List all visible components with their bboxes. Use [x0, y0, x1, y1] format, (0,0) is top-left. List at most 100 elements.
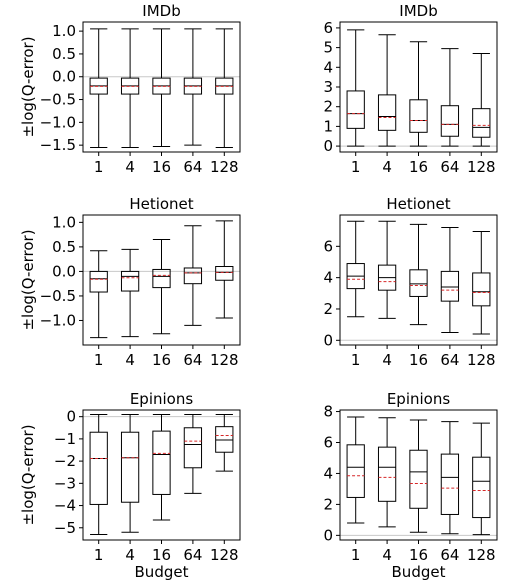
y-tick-label: −0.5: [40, 287, 76, 305]
box-64: [183, 413, 203, 494]
iqr-box: [89, 270, 108, 293]
x-tick-label: 64: [183, 351, 202, 369]
box-4: [377, 34, 397, 147]
iqr-box: [472, 456, 491, 519]
x-tick-label: 16: [409, 158, 428, 176]
iqr-box: [152, 268, 171, 289]
x-tick-label: 64: [440, 546, 459, 564]
box-16: [152, 413, 171, 521]
box-128: [472, 53, 491, 147]
x-tick-label: 128: [467, 546, 496, 564]
x-tick-label: 16: [152, 351, 171, 369]
box-64: [440, 421, 460, 535]
box-4: [377, 220, 397, 319]
x-tick-label: 128: [467, 158, 496, 176]
y-tick-label: 6: [323, 237, 333, 255]
x-tick-label: 4: [125, 351, 135, 369]
chart-panel-4: 0 2 4 6 1 4 16 64 128 Hetionet: [323, 195, 498, 369]
iqr-box: [440, 105, 460, 137]
y-tick-label: −4: [54, 497, 76, 515]
box-1: [346, 220, 365, 318]
y-axis-label: ±log(Q-error): [19, 424, 37, 525]
x-tick-label: 4: [382, 351, 392, 369]
y-tick-label: 6: [323, 434, 333, 452]
x-tick-label: 64: [183, 158, 202, 176]
y-tick-label: 0: [323, 137, 333, 155]
iqr-box: [377, 446, 397, 502]
iqr-box: [409, 269, 428, 297]
box-64: [183, 225, 203, 326]
iqr-box: [409, 449, 428, 509]
iqr-box: [472, 272, 491, 307]
box-16: [409, 223, 428, 326]
iqr-box: [346, 90, 365, 129]
x-tick-label: 4: [125, 546, 135, 564]
box-64: [440, 48, 460, 147]
x-tick-label: 64: [440, 351, 459, 369]
box-16: [152, 239, 171, 335]
box-128: [215, 28, 234, 148]
y-tick-label: 8: [323, 403, 333, 421]
iqr-box: [440, 453, 460, 515]
y-tick-label: −1: [54, 430, 76, 448]
chart-title: IMDb: [399, 2, 437, 20]
x-tick-label: 4: [382, 546, 392, 564]
y-tick-label: 2: [323, 300, 333, 318]
x-tick-label: 128: [210, 351, 239, 369]
iqr-box: [183, 427, 203, 469]
box-1: [346, 29, 365, 147]
y-tick-label: 0.0: [52, 262, 76, 280]
y-tick-label: 0: [323, 526, 333, 544]
x-tick-label: 64: [183, 546, 202, 564]
chart-title: Hetionet: [386, 195, 450, 213]
iqr-box: [183, 267, 203, 285]
box-64: [440, 227, 460, 333]
y-tick-label: −1.0: [40, 113, 76, 131]
iqr-box: [215, 266, 234, 281]
x-tick-label: 16: [409, 351, 428, 369]
iqr-box: [440, 270, 460, 302]
y-axis-label: ±log(Q-error): [19, 229, 37, 330]
box-4: [120, 28, 140, 148]
x-tick-label: 16: [152, 546, 171, 564]
iqr-box: [346, 444, 365, 498]
x-tick-label: 1: [94, 158, 104, 176]
x-tick-label: 1: [94, 351, 104, 369]
chart-title: Epinions: [130, 390, 194, 408]
chart-panel-6: 0 2 4 6 8 1 4 16 64 128 Epinions Budget: [323, 390, 498, 581]
y-tick-label: 1.0: [52, 22, 76, 40]
y-tick-label: 0.5: [52, 45, 76, 63]
box-128: [215, 220, 234, 319]
x-tick-label: 1: [94, 546, 104, 564]
box-16: [409, 419, 428, 533]
y-tick-label: −1.5: [40, 136, 76, 154]
y-axis-label: ±log(Q-error): [19, 36, 37, 137]
box-1: [89, 28, 108, 148]
x-tick-label: 16: [409, 546, 428, 564]
box-1: [346, 416, 365, 524]
iqr-box: [89, 431, 108, 505]
x-tick-label: 128: [210, 158, 239, 176]
box-16: [152, 28, 171, 148]
iqr-box: [120, 270, 140, 292]
iqr-box: [409, 99, 428, 133]
y-tick-label: −3: [54, 474, 76, 492]
box-16: [409, 41, 428, 147]
x-tick-label: 64: [440, 158, 459, 176]
chart-title: Hetionet: [129, 195, 193, 213]
x-axis-label: Budget: [135, 563, 189, 581]
iqr-box: [215, 426, 234, 453]
chart-title: IMDb: [142, 2, 180, 20]
box-1: [89, 413, 108, 535]
y-tick-label: 2: [323, 495, 333, 513]
y-tick-label: 4: [323, 58, 333, 76]
x-tick-label: 16: [152, 158, 171, 176]
box-128: [472, 230, 491, 335]
y-tick-label: −2: [54, 452, 76, 470]
x-tick-label: 128: [210, 546, 239, 564]
y-tick-label: −1.0: [40, 311, 76, 329]
y-tick-label: 2: [323, 98, 333, 116]
y-tick-label: 0: [323, 331, 333, 349]
